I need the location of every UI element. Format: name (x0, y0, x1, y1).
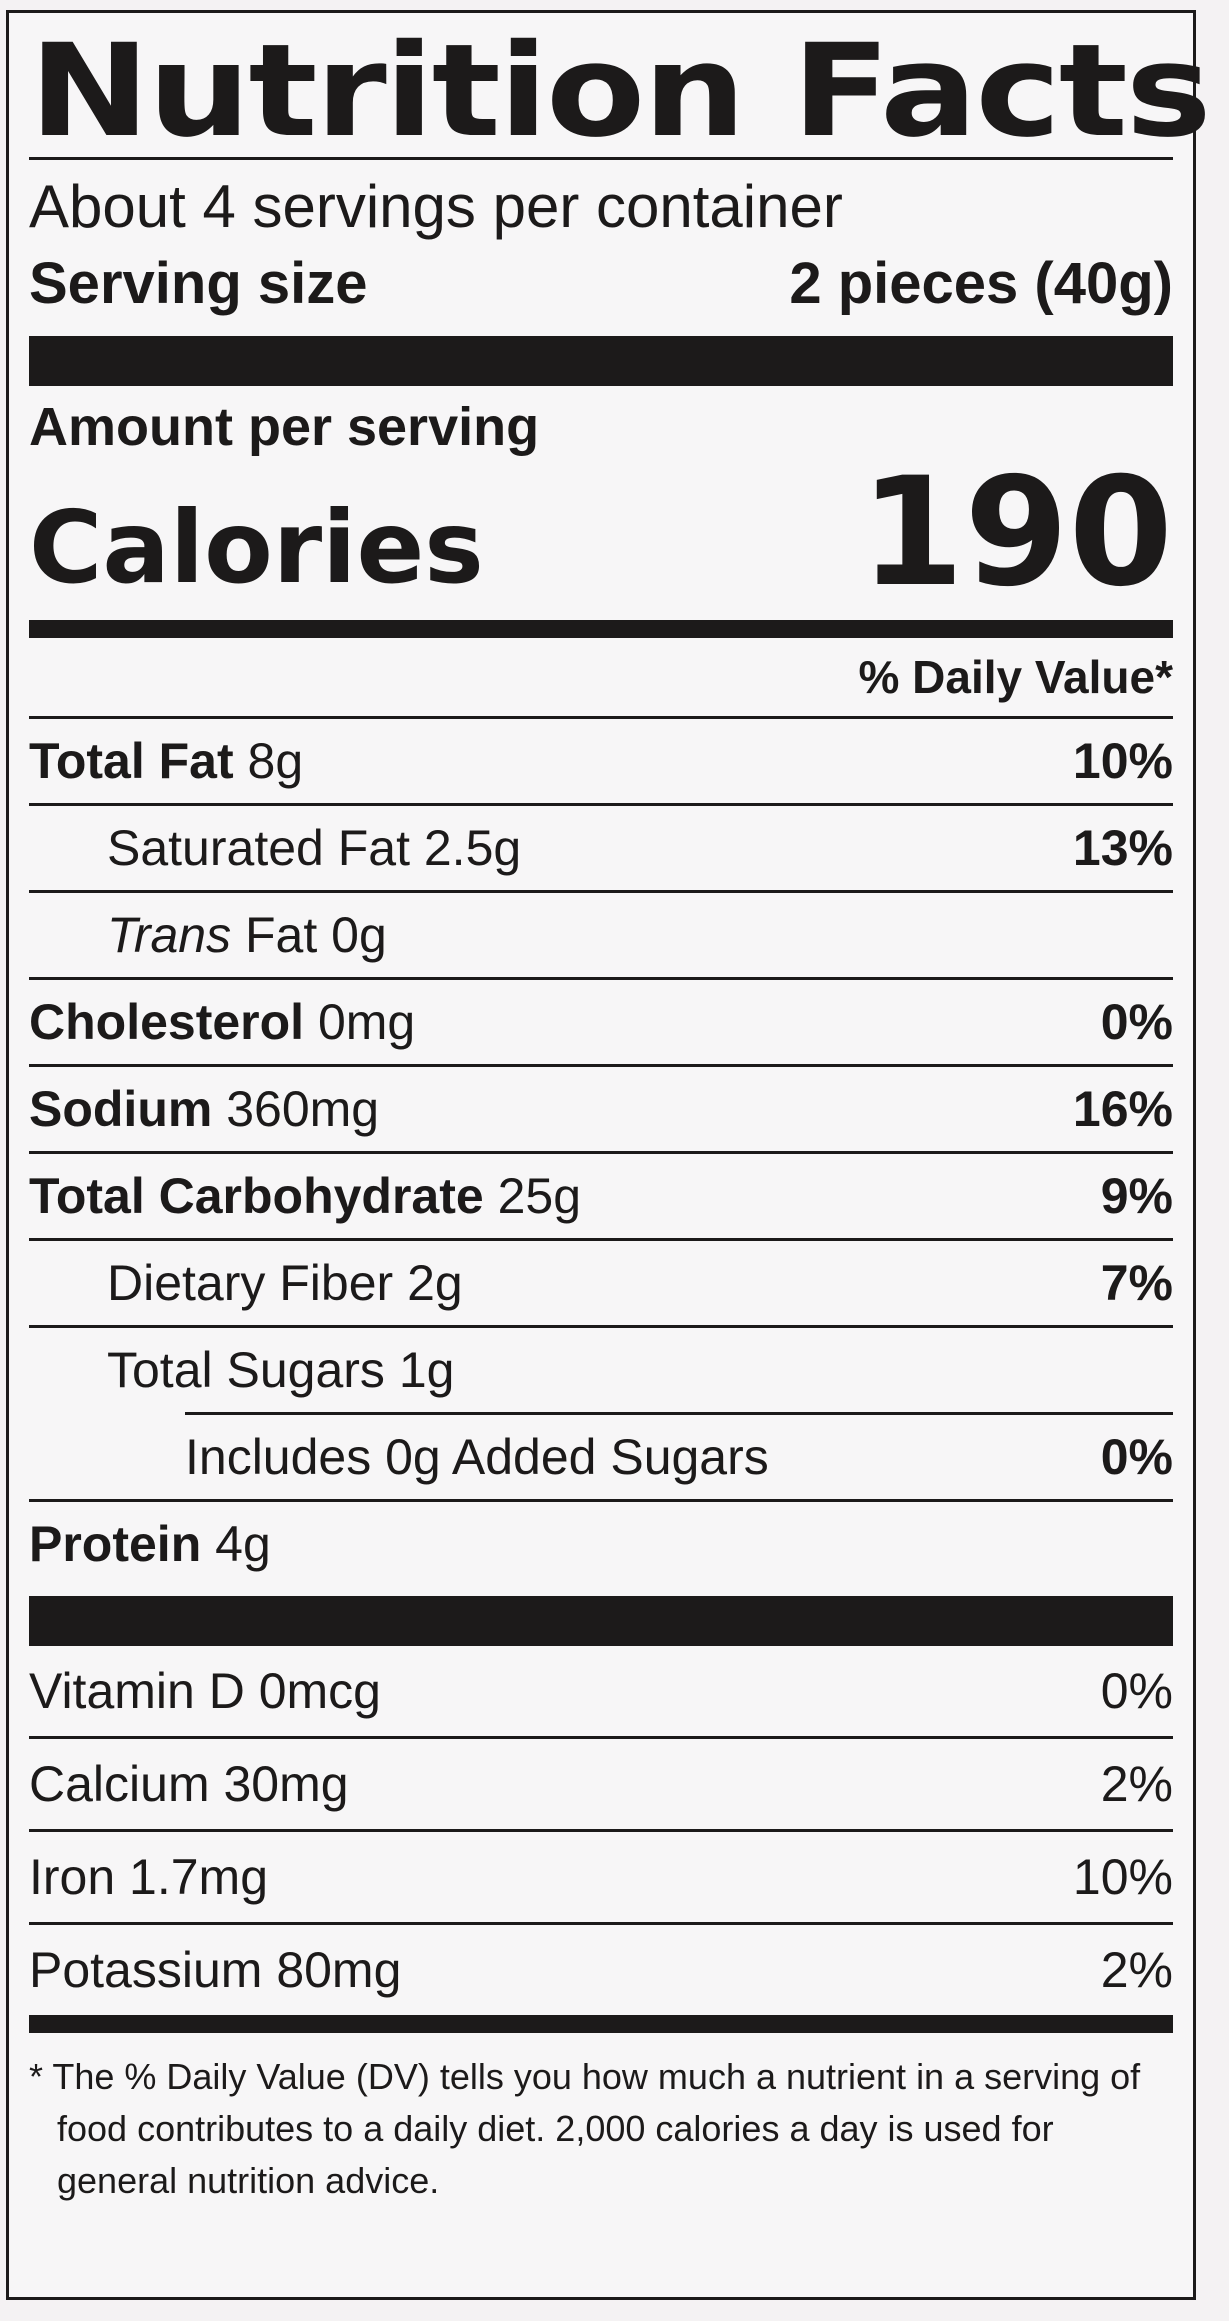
row-divider (29, 1238, 1173, 1241)
nutrient-amount: 4g (215, 1516, 271, 1572)
nutrient-row-total-carbohydrate: Total Carbohydrate 25g 9% (29, 1154, 1173, 1238)
vitamin-row-potassium: Potassium 80mg 2% (29, 1925, 1173, 2015)
row-divider (29, 1829, 1173, 1832)
daily-value-header: % Daily Value* (858, 651, 1174, 703)
nutrient-dv: 9% (1100, 1168, 1173, 1224)
calories-label: Calories (29, 489, 484, 606)
calories-divider-bar (29, 620, 1173, 638)
nutrient-row-cholesterol: Cholesterol 0mg 0% (29, 980, 1173, 1064)
vitamin-dv: 0% (1100, 1663, 1173, 1719)
row-divider (29, 803, 1173, 806)
calories-row: Calories 190 (29, 458, 1173, 608)
nutrient-amount: 8g (247, 733, 304, 789)
vitamin-dv: 10% (1072, 1849, 1173, 1905)
vitamin-row-vitamin-d: Vitamin D 0mcg 0% (29, 1646, 1173, 1736)
nutrient-amount: 0mg (317, 994, 416, 1050)
vitamin-dv: 2% (1100, 1756, 1173, 1812)
nutrient-dv: 13% (1072, 820, 1173, 876)
vitamin-row-calcium: Calcium 30mg 2% (29, 1739, 1173, 1829)
vitamin-dv: 2% (1100, 1942, 1173, 1998)
footnote-divider-bar (29, 2015, 1173, 2033)
nutrient-name-italic: Trans (107, 907, 232, 963)
label-title: Nutrition Facts (29, 17, 1212, 166)
vitamin-name: Potassium 80mg (29, 1942, 402, 1998)
row-divider (29, 1736, 1173, 1739)
nutrient-name: Dietary Fiber (107, 1255, 394, 1311)
row-divider (29, 1064, 1173, 1067)
servings-per-container: About 4 servings per container (29, 173, 843, 240)
serving-size-row: Serving size 2 pieces (40g) (29, 244, 1173, 324)
title-divider (29, 157, 1173, 160)
nutrient-amount: 2g (407, 1255, 463, 1311)
nutrient-name: Saturated Fat (107, 820, 410, 876)
row-divider (29, 1151, 1173, 1154)
calories-value: 190 (859, 446, 1173, 620)
row-divider (29, 1922, 1173, 1925)
daily-value-footnote: * The % Daily Value (DV) tells you how m… (29, 2056, 1141, 2201)
serving-divider-bar (29, 336, 1173, 386)
vitamin-name: Vitamin D 0mcg (29, 1663, 381, 1719)
nutrient-amount: 2.5g (423, 820, 522, 876)
vitamin-row-iron: Iron 1.7mg 10% (29, 1832, 1173, 1922)
nutrient-dv: 0% (1100, 994, 1173, 1050)
nutrient-name: Cholesterol (29, 994, 305, 1050)
row-divider (185, 1412, 1173, 1415)
nutrient-row-total-fat: Total Fat 8g 10% (29, 719, 1173, 803)
nutrient-dv: 16% (1072, 1081, 1173, 1137)
nutrient-row-added-sugars: Includes 0g Added Sugars 0% (29, 1415, 1173, 1499)
serving-size-value: 2 pieces (40g) (789, 251, 1173, 316)
vitamin-name: Calcium 30mg (29, 1756, 349, 1812)
nutrient-amount: 25g (497, 1168, 582, 1224)
nutrient-name: Total Carbohydrate (29, 1168, 484, 1224)
nutrient-row-total-sugars: Total Sugars 1g (29, 1328, 1173, 1412)
nutrient-name: Total Fat (29, 733, 234, 789)
row-divider (29, 977, 1173, 980)
vitamin-name: Iron 1.7mg (29, 1849, 269, 1905)
nutrient-name: Sodium (29, 1081, 213, 1137)
nutrient-name: Total Sugars (107, 1342, 385, 1398)
row-divider (29, 1325, 1173, 1328)
row-divider (29, 890, 1173, 893)
nutrient-name: Protein (29, 1516, 202, 1572)
nutrient-name: Includes 0g Added Sugars (185, 1429, 769, 1485)
nutrient-row-sodium: Sodium 360mg 16% (29, 1067, 1173, 1151)
row-divider (29, 1499, 1173, 1502)
nutrient-row-trans-fat: Trans Fat 0g (29, 893, 1173, 977)
serving-size-label: Serving size (29, 251, 368, 316)
protein-divider-bar (29, 1596, 1173, 1646)
nutrient-dv: 10% (1072, 733, 1173, 789)
nutrient-amount: 0g (331, 907, 387, 963)
nutrient-dv: 0% (1100, 1429, 1173, 1485)
row-divider (29, 716, 1173, 719)
nutrient-dv: 7% (1100, 1255, 1173, 1311)
nutrient-row-protein: Protein 4g (29, 1502, 1173, 1586)
amount-per-serving: Amount per serving (29, 397, 540, 457)
nutrient-name: Fat (245, 907, 318, 963)
nutrient-row-dietary-fiber: Dietary Fiber 2g 7% (29, 1241, 1173, 1325)
nutrient-amount: 1g (398, 1342, 455, 1398)
nutrient-amount: 360mg (226, 1081, 380, 1137)
nutrition-facts-label: Nutrition Facts About 4 servings per con… (6, 10, 1212, 2300)
nutrient-row-saturated-fat: Saturated Fat 2.5g 13% (29, 806, 1173, 890)
